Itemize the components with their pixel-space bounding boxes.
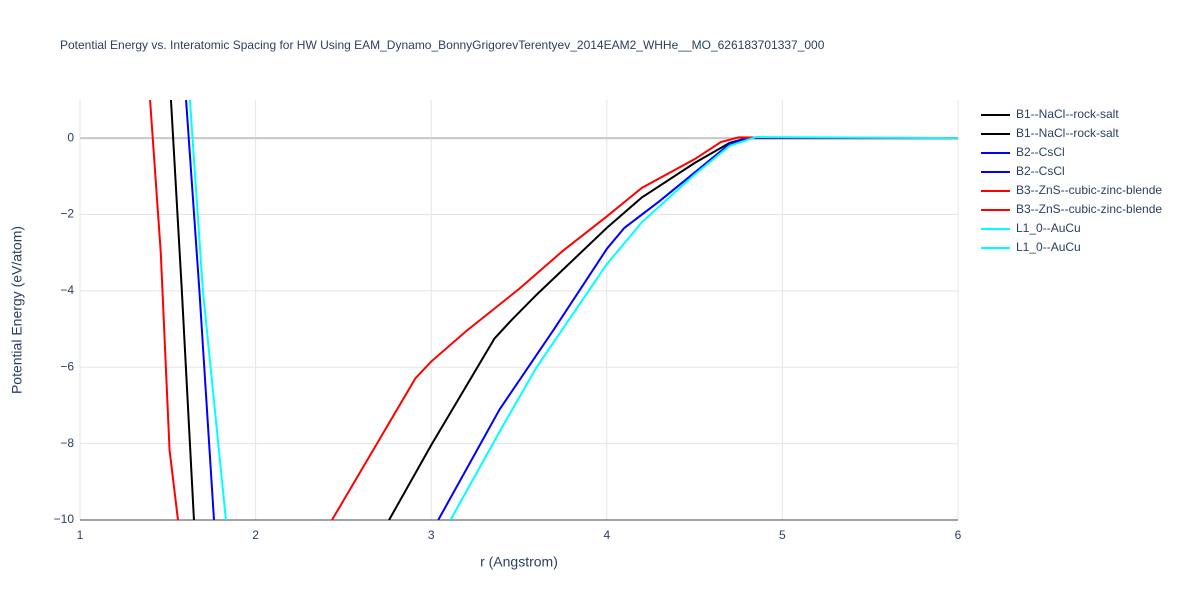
legend-label: L1_0--AuCu — [1016, 240, 1081, 254]
plot-area — [149, 100, 958, 520]
y-tick-label: −8 — [60, 436, 74, 450]
grid: 1 2 3 4 5 6 −10 −8 −6 −4 −2 0 — [54, 100, 962, 542]
legend: B1--NaCl--rock-salt B1--NaCl--rock-salt B2… — [981, 107, 1162, 254]
line-series — [188, 100, 227, 520]
x-tick-label: 1 — [77, 528, 84, 542]
legend-label: B1--NaCl--rock-salt — [1016, 126, 1119, 140]
y-tick-label: −2 — [60, 207, 74, 221]
line-series — [437, 137, 958, 520]
chart-title: Potential Energy vs. Interatomic Spacing… — [60, 38, 825, 52]
x-tick-label: 5 — [779, 528, 786, 542]
legend-label: B3--ZnS--cubic-zinc-blende — [1016, 183, 1162, 197]
y-tick-label: −10 — [54, 512, 75, 526]
legend-label: B2--CsCl — [1016, 164, 1065, 178]
x-tick-label: 3 — [428, 528, 435, 542]
x-tick-label: 2 — [252, 528, 259, 542]
line-series — [449, 136, 958, 520]
line-series — [331, 136, 958, 520]
line-series — [185, 100, 215, 520]
line-series — [388, 137, 958, 520]
legend-label: B1--NaCl--rock-salt — [1016, 107, 1119, 121]
legend-label: L1_0--AuCu — [1016, 221, 1081, 235]
line-series — [169, 100, 195, 520]
y-tick-label: −6 — [60, 359, 74, 373]
x-tick-label: 6 — [955, 528, 962, 542]
y-axis-label: Potential Energy (eV/atom) — [9, 226, 25, 394]
y-tick-label: 0 — [67, 130, 74, 144]
y-tick-label: −4 — [60, 283, 74, 297]
legend-label: B2--CsCl — [1016, 145, 1065, 159]
x-axis-label: r (Angstrom) — [480, 554, 558, 570]
x-tick-label: 4 — [603, 528, 610, 542]
line-series — [149, 100, 179, 520]
legend-label: B3--ZnS--cubic-zinc-blende — [1016, 202, 1162, 216]
